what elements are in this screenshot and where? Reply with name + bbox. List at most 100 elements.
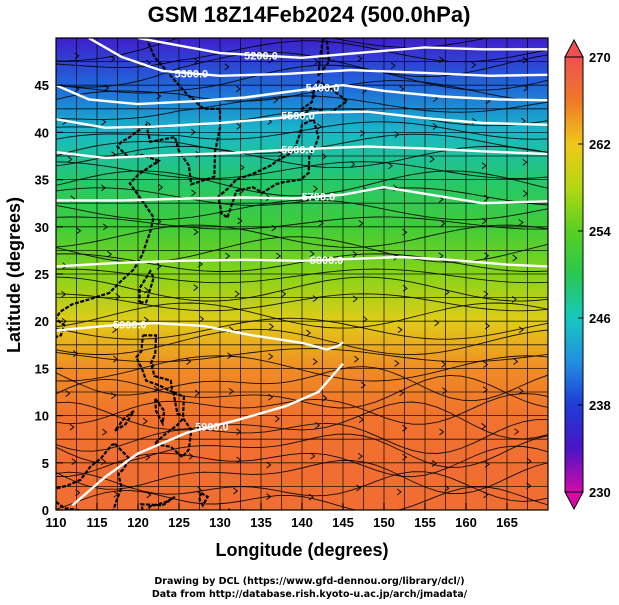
- streamline: [56, 187, 548, 206]
- streamline: [56, 486, 548, 510]
- wind-arrow: [360, 381, 366, 389]
- wind-arrow: [444, 288, 450, 296]
- streamline: [56, 302, 548, 329]
- x-tick-label: 125: [168, 515, 190, 530]
- wind-arrow: [305, 329, 312, 337]
- wind-arrow: [484, 252, 490, 260]
- streamline: [56, 268, 548, 284]
- plot-area: 5200.0 5300.0 5400.0 5500.0 5600.0 5700.0 5800…: [35, 37, 549, 530]
- wind-arrow: [61, 290, 67, 298]
- wind-arrow: [71, 458, 77, 465]
- wind-arrow: [238, 187, 244, 195]
- x-tick-label: 145: [332, 515, 354, 530]
- streamline: [56, 38, 490, 62]
- coastline: [154, 397, 166, 427]
- contour-label: 5800.0: [310, 255, 344, 267]
- y-tick-label: 15: [35, 361, 49, 376]
- y-tick-label: 35: [35, 173, 49, 188]
- wind-arrow: [432, 123, 438, 130]
- coastline: [56, 442, 132, 510]
- wind-arrow: [483, 361, 489, 368]
- y-tick-label: 45: [35, 78, 49, 93]
- wind-arrow: [440, 220, 446, 227]
- wind-arrow: [358, 416, 364, 423]
- y-tick-label: 20: [35, 314, 49, 329]
- streamline: [56, 64, 548, 94]
- contour-label: 5900.0: [195, 421, 229, 433]
- coastline: [227, 508, 245, 510]
- grid: [56, 38, 548, 510]
- wind-arrow: [227, 352, 233, 360]
- wind-arrow: [313, 185, 319, 193]
- contour-label: 5500.0: [281, 110, 315, 122]
- wind-arrow: [273, 96, 279, 104]
- wind-arrow: [350, 161, 356, 168]
- wind-arrow: [236, 456, 242, 464]
- wind-arrow: [518, 387, 524, 395]
- colorbar: 230 238 246 254 262 270: [564, 38, 611, 511]
- wind-arrow: [156, 263, 162, 270]
- coastline: [198, 492, 210, 508]
- wind-arrow: [268, 393, 274, 401]
- wind-arrow: [518, 326, 524, 334]
- wind-arrow: [511, 295, 517, 303]
- wind-arrow: [439, 428, 445, 436]
- wind-arrow: [158, 183, 164, 191]
- colorbar-tick-label: 270: [589, 50, 611, 65]
- wind-arrow: [394, 131, 400, 138]
- wind-arrow: [101, 458, 107, 466]
- wind-arrow: [523, 84, 529, 92]
- streamline: [56, 374, 548, 409]
- wind-arrow: [518, 219, 524, 226]
- contour-line: [56, 110, 548, 129]
- wind-arrow: [438, 252, 444, 260]
- wind-arrow: [69, 423, 75, 431]
- contour-label: 5700.0: [302, 192, 336, 204]
- y-axis-ticks: 0 5 10 15 20 25 30 35 40 45: [35, 78, 63, 518]
- wind-arrow: [522, 56, 528, 64]
- contour-line: [56, 83, 548, 106]
- streamline: [56, 317, 548, 340]
- contour-line: [88, 38, 548, 78]
- wind-arrow: [191, 189, 197, 197]
- coastline: [138, 268, 155, 304]
- wind-arrow: [236, 122, 242, 130]
- wind-arrow: [146, 491, 152, 499]
- wind-arrow: [156, 92, 162, 100]
- coastline: [217, 117, 320, 219]
- wind-arrow: [268, 353, 274, 360]
- wind-arrow: [394, 360, 400, 367]
- wind-arrow: [190, 128, 196, 136]
- wind-arrow: [75, 489, 81, 496]
- colorbar-tick-label: 246: [589, 311, 611, 326]
- wind-arrow: [144, 286, 150, 294]
- streamline: [56, 433, 548, 468]
- streamline: [56, 459, 548, 494]
- y-tick-label: 40: [35, 125, 49, 140]
- wind-arrow: [275, 252, 281, 260]
- wind-arrow: [481, 162, 487, 169]
- colorbar-tick-label: 262: [589, 137, 611, 152]
- wind-arrow: [102, 223, 108, 231]
- wind-arrow: [357, 452, 363, 460]
- wind-arrow: [481, 217, 487, 225]
- wind-arrow: [266, 461, 272, 469]
- wind-arrow: [266, 493, 272, 501]
- wind-arrow: [72, 350, 78, 357]
- x-axis-label: Longitude (degrees): [215, 540, 388, 560]
- coastline: [114, 410, 135, 432]
- wind-arrow: [314, 58, 320, 66]
- wind-arrow: [402, 228, 408, 236]
- wind-arrow: [399, 389, 405, 397]
- wind-arrow: [113, 355, 119, 363]
- wind-arrow: [522, 190, 528, 197]
- wind-arrow: [481, 423, 487, 430]
- wind-arrow: [312, 295, 318, 303]
- wind-arrow: [199, 315, 205, 323]
- wind-arrow: [471, 61, 477, 69]
- streamline: [56, 366, 548, 402]
- wind-arrow: [110, 55, 116, 63]
- y-tick-label: 30: [35, 220, 49, 235]
- wind-arrow: [235, 85, 241, 93]
- wind-arrow: [321, 153, 327, 160]
